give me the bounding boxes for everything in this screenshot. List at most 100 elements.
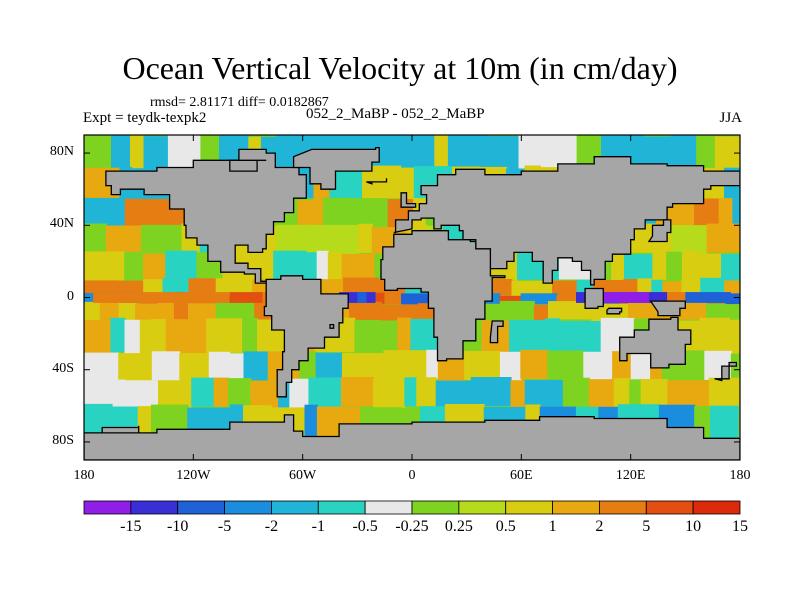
field-cell <box>739 277 740 294</box>
field-cell <box>125 380 159 410</box>
colorbar-swatch <box>224 500 272 515</box>
field-cell <box>611 252 625 282</box>
equatorial-streak <box>93 292 230 303</box>
field-cell <box>275 135 294 170</box>
land-polygon <box>105 148 307 284</box>
experiment-label: Expt = teydk-texpk2 <box>83 110 207 126</box>
field-cell <box>273 250 307 280</box>
colorbar-label: 15 <box>732 518 748 535</box>
field-cell <box>630 350 652 380</box>
field-cell <box>151 351 181 381</box>
field-cell <box>404 377 418 407</box>
field-cell <box>141 224 183 254</box>
equatorial-streak <box>594 292 649 303</box>
field-cell <box>550 135 578 168</box>
lon-label: 60E <box>510 468 533 483</box>
field-cell <box>383 350 428 380</box>
equatorial-streak <box>357 292 367 303</box>
colorbar-label: 0.5 <box>495 518 516 535</box>
field-cell <box>509 319 547 355</box>
field-cell <box>316 224 360 254</box>
field-cell <box>447 135 489 169</box>
field-cell <box>670 135 698 169</box>
field-cell <box>706 304 740 323</box>
lon-label: 180 <box>73 468 95 483</box>
colorbar-swatch <box>271 500 319 515</box>
field-cell <box>613 378 631 408</box>
field-cell <box>208 351 231 381</box>
field-cell <box>556 295 592 307</box>
field-cell <box>706 223 740 253</box>
field-cell <box>215 278 254 295</box>
field-cell <box>243 351 269 381</box>
land-polygon <box>329 323 335 329</box>
colorbar-label: 0.25 <box>444 518 473 535</box>
field-cell <box>162 277 190 295</box>
stats-text: rmsd= 2.81171 diff= 0.0182867 <box>150 95 329 110</box>
field-cell <box>84 301 101 321</box>
field-cell <box>511 280 554 298</box>
colorbar-swatch <box>130 500 179 515</box>
land-polygon <box>619 316 692 369</box>
colorbar-label: 2 <box>595 518 604 535</box>
field-cell <box>135 303 159 322</box>
field-cell <box>84 379 126 409</box>
field-cell <box>670 225 708 255</box>
equatorial-streak <box>339 292 376 303</box>
colorbar-label: -5 <box>217 518 232 535</box>
field-cell <box>655 292 690 304</box>
field-cell <box>708 377 740 407</box>
colorbar-swatch <box>317 500 366 515</box>
field-cell <box>548 301 593 320</box>
field-cell <box>349 301 382 320</box>
field-cell <box>124 198 141 228</box>
equatorial-streak <box>229 292 263 303</box>
field-cell <box>276 224 318 254</box>
land-polygon <box>84 414 740 460</box>
map-title: Ocean Vertical Velocity at 10m (in cm/da… <box>122 50 678 86</box>
land-polygon <box>400 192 417 208</box>
field-cell <box>322 197 353 227</box>
field-cell <box>173 302 189 321</box>
case-label: 052_2_MaBP - 052_2_MaBP <box>306 106 485 122</box>
field-cell <box>524 379 564 409</box>
lat-label: 40S <box>52 360 74 376</box>
field-cell <box>354 320 399 355</box>
field-cell <box>637 278 653 295</box>
field-cell <box>734 136 740 171</box>
field-cell <box>629 380 642 410</box>
field-cell <box>552 280 578 297</box>
field-cell <box>340 377 374 407</box>
field-cell <box>434 135 449 169</box>
field-cell <box>139 198 168 228</box>
field-cell <box>165 250 198 280</box>
field-cell <box>640 379 669 409</box>
field-cell <box>714 136 736 171</box>
field-cell <box>510 380 526 410</box>
field-cell <box>732 198 740 228</box>
land-polygon <box>649 300 686 317</box>
field-cell <box>111 135 131 170</box>
colorbar-swatch <box>83 500 132 515</box>
field-cell <box>188 278 217 295</box>
field-cell <box>699 317 731 353</box>
colorbar-label: 10 <box>685 518 702 535</box>
land-polygon <box>366 178 388 185</box>
field-cell <box>105 225 143 255</box>
colorbar-label: -2 <box>264 518 279 535</box>
field-cell <box>165 319 208 354</box>
colorbar-swatch <box>505 500 553 515</box>
colorbar-label: 1 <box>548 518 557 535</box>
field-cell <box>559 321 602 356</box>
colorbar-label: -1 <box>311 518 325 535</box>
field-cell <box>215 302 256 321</box>
field-cell <box>352 198 389 228</box>
colorbar-label: 5 <box>642 518 651 535</box>
land-polygon <box>647 219 672 243</box>
field-cell <box>681 250 698 280</box>
colorbar-label: -0.5 <box>352 518 378 535</box>
field-cell <box>229 353 245 383</box>
colorbar-swatch <box>458 500 507 515</box>
axis-ticks <box>83 135 741 460</box>
